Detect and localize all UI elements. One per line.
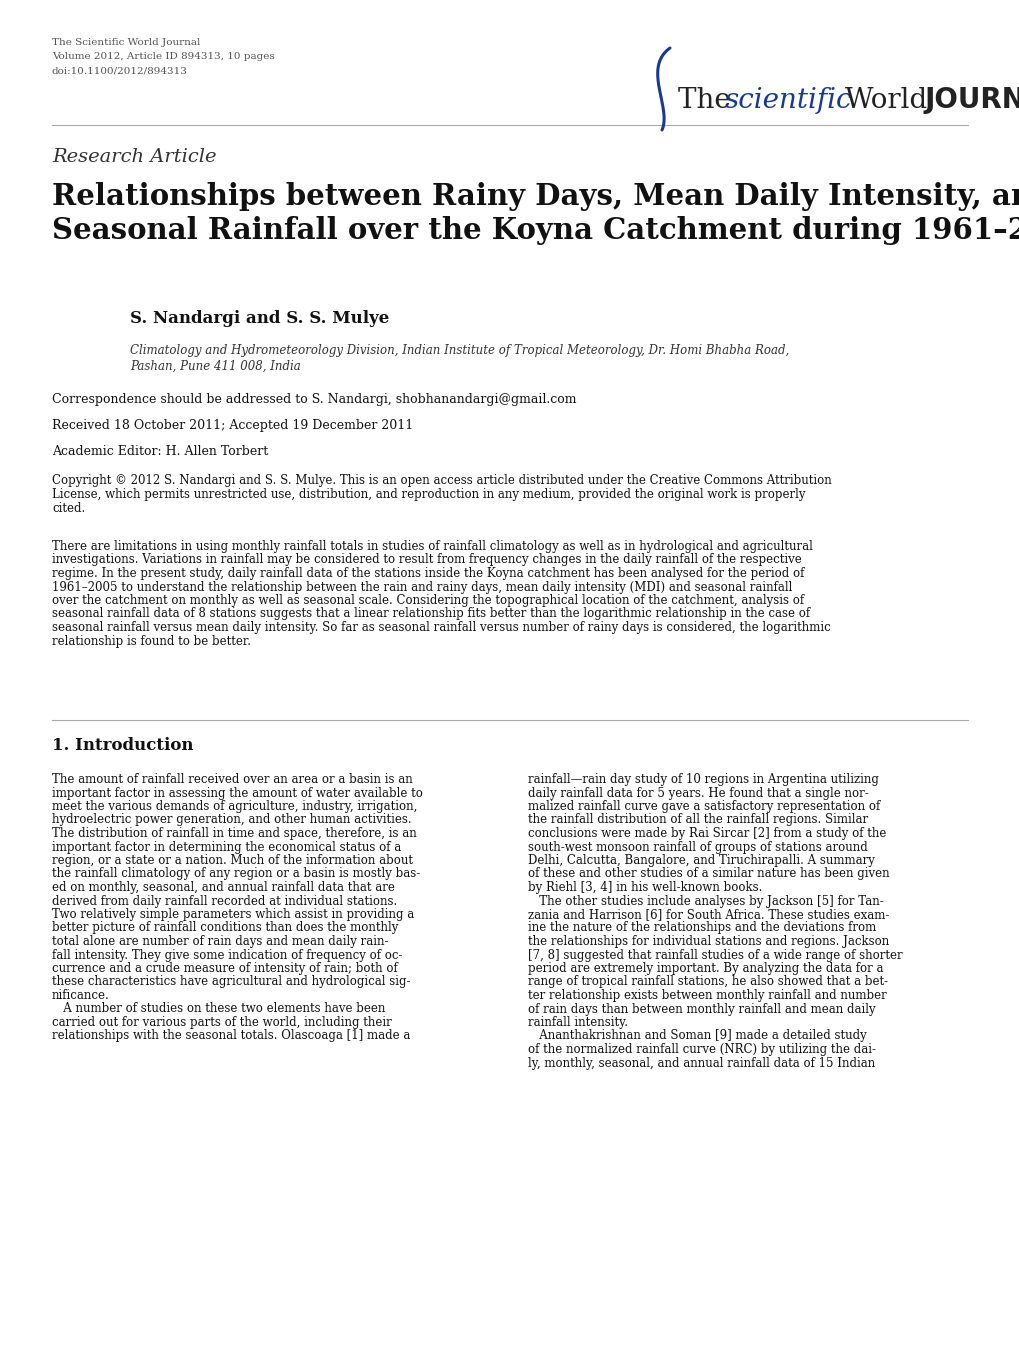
Text: The Scientific World Journal: The Scientific World Journal (52, 38, 200, 47)
Text: The: The (678, 86, 739, 113)
Text: currence and a crude measure of intensity of rain; both of: currence and a crude measure of intensit… (52, 962, 397, 975)
Text: derived from daily rainfall recorded at individual stations.: derived from daily rainfall recorded at … (52, 895, 396, 907)
Text: ly, monthly, seasonal, and annual rainfall data of 15 Indian: ly, monthly, seasonal, and annual rainfa… (528, 1057, 874, 1070)
Text: Climatology and Hydrometeorology Division, Indian Institute of Tropical Meteorol: Climatology and Hydrometeorology Divisio… (129, 345, 789, 357)
Text: hydroelectric power generation, and other human activities.: hydroelectric power generation, and othe… (52, 813, 412, 826)
Text: The distribution of rainfall in time and space, therefore, is an: The distribution of rainfall in time and… (52, 826, 417, 840)
Text: The other studies include analyses by Jackson [5] for Tan-: The other studies include analyses by Ja… (528, 895, 882, 907)
Text: 1961–2005 to understand the relationship between the rain and rainy days, mean d: 1961–2005 to understand the relationship… (52, 580, 792, 594)
Text: Pashan, Pune 411 008, India: Pashan, Pune 411 008, India (129, 359, 301, 373)
Text: seasonal rainfall versus mean daily intensity. So far as seasonal rainfall versu: seasonal rainfall versus mean daily inte… (52, 621, 829, 634)
Text: of the normalized rainfall curve (NRC) by utilizing the dai-: of the normalized rainfall curve (NRC) b… (528, 1043, 875, 1057)
Text: the relationships for individual stations and regions. Jackson: the relationships for individual station… (528, 935, 889, 948)
Text: ter relationship exists between monthly rainfall and number: ter relationship exists between monthly … (528, 989, 886, 1001)
Text: Academic Editor: H. Allen Torbert: Academic Editor: H. Allen Torbert (52, 446, 268, 458)
Text: Seasonal Rainfall over the Koyna Catchment during 1961–2005: Seasonal Rainfall over the Koyna Catchme… (52, 215, 1019, 245)
Text: the rainfall climatology of any region or a basin is mostly bas-: the rainfall climatology of any region o… (52, 868, 420, 880)
Text: relationship is found to be better.: relationship is found to be better. (52, 634, 251, 647)
Text: investigations. Variations in rainfall may be considered to result from frequenc: investigations. Variations in rainfall m… (52, 553, 801, 567)
Text: nificance.: nificance. (52, 989, 110, 1001)
Text: JOURNAL: JOURNAL (924, 86, 1019, 114)
Text: fall intensity. They give some indication of frequency of oc-: fall intensity. They give some indicatio… (52, 949, 403, 961)
Text: Copyright © 2012 S. Nandargi and S. S. Mulye. This is an open access article dis: Copyright © 2012 S. Nandargi and S. S. M… (52, 474, 830, 487)
Text: important factor in assessing the amount of water available to: important factor in assessing the amount… (52, 786, 423, 800)
Text: Delhi, Calcutta, Bangalore, and Tiruchirapalli. A summary: Delhi, Calcutta, Bangalore, and Tiruchir… (528, 853, 874, 867)
Text: of these and other studies of a similar nature has been given: of these and other studies of a similar … (528, 868, 889, 880)
Text: License, which permits unrestricted use, distribution, and reproduction in any m: License, which permits unrestricted use,… (52, 489, 805, 501)
Text: Correspondence should be addressed to S. Nandargi, shobhanandargi@gmail.com: Correspondence should be addressed to S.… (52, 393, 576, 406)
Text: [7, 8] suggested that rainfall studies of a wide range of shorter: [7, 8] suggested that rainfall studies o… (528, 949, 902, 961)
Text: Research Article: Research Article (52, 148, 216, 166)
Text: relationships with the seasonal totals. Olascoaga [1] made a: relationships with the seasonal totals. … (52, 1030, 410, 1043)
Text: The amount of rainfall received over an area or a basin is an: The amount of rainfall received over an … (52, 773, 413, 786)
Text: south-west monsoon rainfall of groups of stations around: south-west monsoon rainfall of groups of… (528, 840, 867, 853)
Text: Two relatively simple parameters which assist in providing a: Two relatively simple parameters which a… (52, 909, 414, 921)
Text: regime. In the present study, daily rainfall data of the stations inside the Koy: regime. In the present study, daily rain… (52, 567, 804, 580)
Text: daily rainfall data for 5 years. He found that a single nor-: daily rainfall data for 5 years. He foun… (528, 786, 868, 800)
Text: rainfall intensity.: rainfall intensity. (528, 1016, 628, 1028)
Text: period are extremely important. By analyzing the data for a: period are extremely important. By analy… (528, 962, 882, 975)
Text: Relationships between Rainy Days, Mean Daily Intensity, and: Relationships between Rainy Days, Mean D… (52, 182, 1019, 211)
Text: Received 18 October 2011; Accepted 19 December 2011: Received 18 October 2011; Accepted 19 De… (52, 419, 413, 432)
Text: seasonal rainfall data of 8 stations suggests that a linear relationship fits be: seasonal rainfall data of 8 stations sug… (52, 607, 809, 621)
Text: carried out for various parts of the world, including their: carried out for various parts of the wor… (52, 1016, 391, 1028)
Text: range of tropical rainfall stations, he also showed that a bet-: range of tropical rainfall stations, he … (528, 976, 888, 988)
Text: doi:10.1100/2012/894313: doi:10.1100/2012/894313 (52, 66, 187, 75)
Text: Ananthakrishnan and Soman [9] made a detailed study: Ananthakrishnan and Soman [9] made a det… (528, 1030, 866, 1043)
Text: Volume 2012, Article ID 894313, 10 pages: Volume 2012, Article ID 894313, 10 pages (52, 52, 274, 61)
Text: meet the various demands of agriculture, industry, irrigation,: meet the various demands of agriculture,… (52, 800, 417, 813)
Text: 1. Introduction: 1. Introduction (52, 738, 194, 754)
Text: zania and Harrison [6] for South Africa. These studies exam-: zania and Harrison [6] for South Africa.… (528, 909, 889, 921)
Text: by Riehl [3, 4] in his well-known books.: by Riehl [3, 4] in his well-known books. (528, 882, 761, 894)
Text: region, or a state or a nation. Much of the information about: region, or a state or a nation. Much of … (52, 853, 413, 867)
Text: World: World (844, 86, 927, 113)
Text: rainfall—rain day study of 10 regions in Argentina utilizing: rainfall—rain day study of 10 regions in… (528, 773, 878, 786)
Text: ed on monthly, seasonal, and annual rainfall data that are: ed on monthly, seasonal, and annual rain… (52, 882, 394, 894)
Text: malized rainfall curve gave a satisfactory representation of: malized rainfall curve gave a satisfacto… (528, 800, 879, 813)
Text: conclusions were made by Rai Sircar [2] from a study of the: conclusions were made by Rai Sircar [2] … (528, 826, 886, 840)
Text: ine the nature of the relationships and the deviations from: ine the nature of the relationships and … (528, 922, 875, 934)
Text: cited.: cited. (52, 502, 86, 516)
Text: S. Nandargi and S. S. Mulye: S. Nandargi and S. S. Mulye (129, 310, 389, 327)
Text: of rain days than between monthly rainfall and mean daily: of rain days than between monthly rainfa… (528, 1003, 874, 1015)
Text: important factor in determining the economical status of a: important factor in determining the econ… (52, 840, 400, 853)
Text: these characteristics have agricultural and hydrological sig-: these characteristics have agricultural … (52, 976, 410, 988)
Text: There are limitations in using monthly rainfall totals in studies of rainfall cl: There are limitations in using monthly r… (52, 540, 812, 553)
Text: the rainfall distribution of all the rainfall regions. Similar: the rainfall distribution of all the rai… (528, 813, 867, 826)
Text: total alone are number of rain days and mean daily rain-: total alone are number of rain days and … (52, 935, 388, 948)
Text: scientific: scientific (725, 86, 852, 113)
Text: A number of studies on these two elements have been: A number of studies on these two element… (52, 1003, 385, 1015)
Text: over the catchment on monthly as well as seasonal scale. Considering the topogra: over the catchment on monthly as well as… (52, 594, 803, 607)
Text: better picture of rainfall conditions than does the monthly: better picture of rainfall conditions th… (52, 922, 398, 934)
